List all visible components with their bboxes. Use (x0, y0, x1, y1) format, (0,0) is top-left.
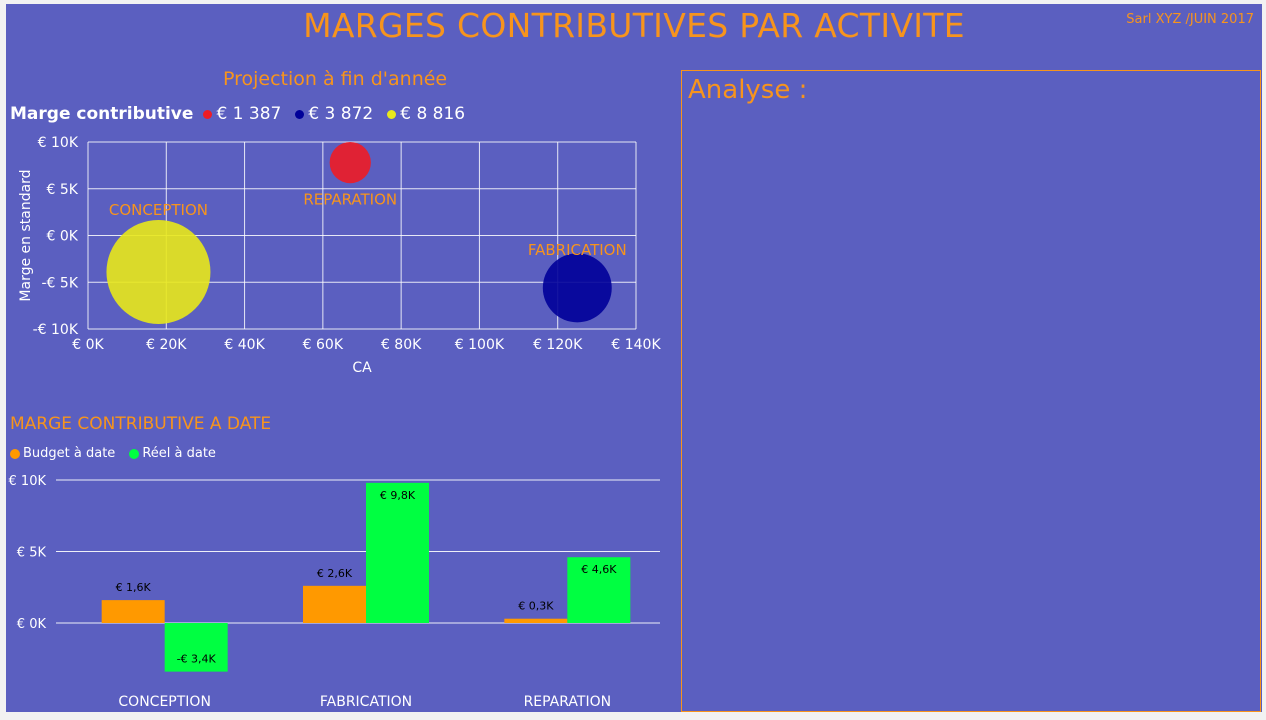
x-tick-label: € 0K (72, 337, 104, 353)
bubble-chart-title: Projection à fin d'année (223, 68, 448, 90)
bubble-legend-label: € 8 816 (400, 104, 466, 124)
x-tick-label: € 80K (381, 337, 422, 353)
bar-y-tick-label: € 5K (17, 546, 47, 561)
bubble-label: FABRICATION (528, 241, 627, 259)
page-title: MARGES CONTRIBUTIVES PAR ACTIVITE (303, 6, 965, 45)
bar-legend-label: Budget à date (23, 446, 116, 461)
bubble-label: REPARATION (303, 191, 397, 209)
bar-legend-label: Réel à date (142, 446, 216, 461)
x-tick-label: € 60K (303, 337, 344, 353)
legend-dot-green (129, 448, 140, 459)
bubble-labels: REPARATION FABRICATION CONCEPTION (109, 191, 627, 260)
x-tick-label: € 20K (146, 337, 187, 353)
bar-reel (567, 557, 631, 623)
bar-data-label: € 4,6K (581, 563, 617, 576)
y-tick-label: -€ 10K (33, 322, 79, 338)
bar-budget (504, 618, 568, 623)
bar-category-label: FABRICATION (320, 694, 412, 710)
bubble-legend-item: € 3 872 (295, 104, 373, 124)
bubble-legend-item: € 1 387 (203, 104, 281, 124)
bar-reel (366, 482, 429, 623)
bar-bars: € 1,6K -€ 3,4K € 2,6K € 9,8K € 0,3K € 4,6K (101, 482, 631, 672)
bar-data-label: € 2,6K (317, 567, 353, 580)
bubble-legend-label: € 3 872 (308, 104, 374, 124)
bubble-fabrication (542, 253, 612, 323)
y-tick-label: -€ 5K (42, 275, 79, 291)
bar-legend-item: Réel à date (129, 446, 216, 461)
bar-category-label: CONCEPTION (118, 694, 211, 710)
bar-data-label: € 1,6K (116, 581, 152, 594)
x-tick-label: € 40K (224, 337, 265, 353)
bar-reel (164, 623, 228, 672)
bubble-label: CONCEPTION (109, 201, 208, 219)
x-tick-label: € 120K (533, 337, 583, 353)
dashboard-slide: MARGES CONTRIBUTIVES PAR ACTIVITE Sarl X… (6, 4, 1262, 712)
bar-y-tick-label: € 0K (17, 617, 47, 632)
x-tick-label: € 140K (611, 337, 661, 353)
bar-data-label: -€ 3,4K (177, 653, 217, 666)
y-tick-label: € 10K (38, 135, 79, 151)
bar-budget (101, 600, 165, 623)
bubble-legend: Marge contributive € 1 387 € 3 872 € 8 8… (10, 104, 465, 124)
legend-dot-yellow (387, 109, 397, 119)
analysis-panel[interactable]: Analyse : (681, 70, 1261, 712)
bar-chart: € 10K € 5K € 0K CONCEPTION FABRICATION REPARA… (9, 474, 660, 710)
bubble-chart: € 0K € 20K € 40K € 60K € 80K € 100K € 120K € 14… (18, 135, 661, 376)
bar-category-label: REPARATION (524, 694, 612, 710)
bubble-legend-label: € 1 387 (216, 104, 282, 124)
y-tick-label: € 0K (47, 229, 79, 245)
bar-chart-title: MARGE CONTRIBUTIVE A DATE (10, 414, 272, 434)
bar-data-label: € 9,8K (380, 489, 416, 502)
bar-data-label: € 0,3K (518, 600, 554, 613)
bar-legend: Budget à date Réel à date (10, 446, 216, 461)
legend-dot-orange (10, 448, 20, 459)
bubble-grid: € 0K € 20K € 40K € 60K € 80K € 100K € 120K € 14… (18, 135, 661, 376)
y-axis-label: Marge en standard (18, 169, 34, 301)
bubble-legend-item: € 8 816 (387, 104, 465, 124)
x-tick-label: € 100K (455, 337, 505, 353)
bubble-points (106, 141, 612, 324)
bar-budget (303, 585, 366, 623)
legend-dot-red (203, 109, 213, 119)
bubble-legend-title: Marge contributive (10, 104, 194, 124)
bubble-conception (106, 219, 211, 324)
company-date-label: Sarl XYZ /JUIN 2017 (1126, 12, 1254, 27)
bubble-reparation (329, 141, 371, 184)
legend-dot-navy (295, 109, 305, 119)
bar-y-tick-label: € 10K (9, 474, 47, 489)
bar-legend-item: Budget à date (10, 446, 115, 461)
analysis-label: Analyse : (688, 75, 808, 105)
y-tick-label: € 5K (47, 182, 79, 198)
x-axis-label: CA (352, 360, 372, 376)
